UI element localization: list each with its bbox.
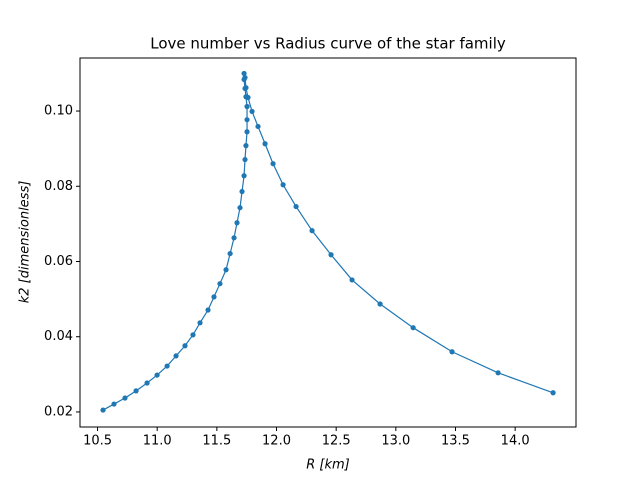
marker	[255, 123, 261, 130]
marker	[122, 395, 128, 401]
marker	[242, 156, 248, 163]
marker	[349, 277, 355, 283]
marker	[241, 70, 247, 77]
marker	[410, 325, 416, 331]
x-tick-label: 10.5	[83, 434, 112, 449]
marker	[164, 363, 170, 369]
y-tick-label: 0.04	[44, 329, 73, 344]
marker	[270, 161, 276, 167]
marker	[239, 188, 245, 195]
x-tick-label: 12.5	[322, 434, 351, 449]
marker	[309, 228, 315, 234]
marker	[173, 353, 179, 359]
marker	[243, 143, 249, 149]
marker	[231, 235, 237, 241]
marker	[217, 281, 223, 287]
marker	[249, 108, 255, 115]
y-axis-label: k2 [dimensionless]	[18, 181, 33, 304]
x-axis-label: R [km]	[306, 458, 350, 473]
marker	[550, 390, 556, 396]
marker	[227, 250, 233, 257]
marker	[280, 182, 286, 188]
marker	[244, 103, 250, 110]
marker	[293, 203, 299, 210]
marker	[205, 307, 211, 313]
x-tick-label: 14.0	[501, 434, 530, 449]
marker	[243, 85, 249, 91]
y-tick-label: 0.08	[44, 179, 73, 194]
marker	[241, 173, 247, 179]
marker	[144, 380, 150, 386]
x-tick-label: 13.0	[381, 434, 410, 449]
x-tick-label: 11.0	[143, 434, 172, 449]
marker	[242, 74, 248, 81]
marker	[449, 349, 455, 355]
marker	[223, 267, 229, 273]
marker	[262, 141, 268, 147]
marker	[244, 117, 250, 123]
marker	[190, 332, 196, 338]
marker	[111, 401, 117, 407]
marker	[234, 220, 240, 226]
marker	[237, 205, 243, 211]
x-tick-label: 12.0	[262, 434, 291, 449]
marker	[100, 407, 106, 413]
marker	[245, 94, 251, 101]
x-tick-label: 13.5	[441, 434, 470, 449]
marker	[197, 320, 203, 326]
chart-title: Love number vs Radius curve of the star …	[150, 35, 506, 53]
y-tick-label: 0.06	[44, 254, 73, 269]
marker	[211, 294, 217, 300]
marker	[377, 301, 383, 307]
plot-frame	[79, 57, 577, 428]
x-tick-label: 11.5	[202, 434, 231, 449]
marker	[133, 388, 139, 394]
y-tick-label: 0.10	[44, 104, 73, 119]
marker	[328, 252, 334, 258]
marker	[154, 372, 160, 378]
y-tick-label: 0.02	[44, 404, 73, 419]
marker	[182, 343, 188, 349]
marker	[495, 370, 501, 376]
marker	[244, 129, 250, 135]
